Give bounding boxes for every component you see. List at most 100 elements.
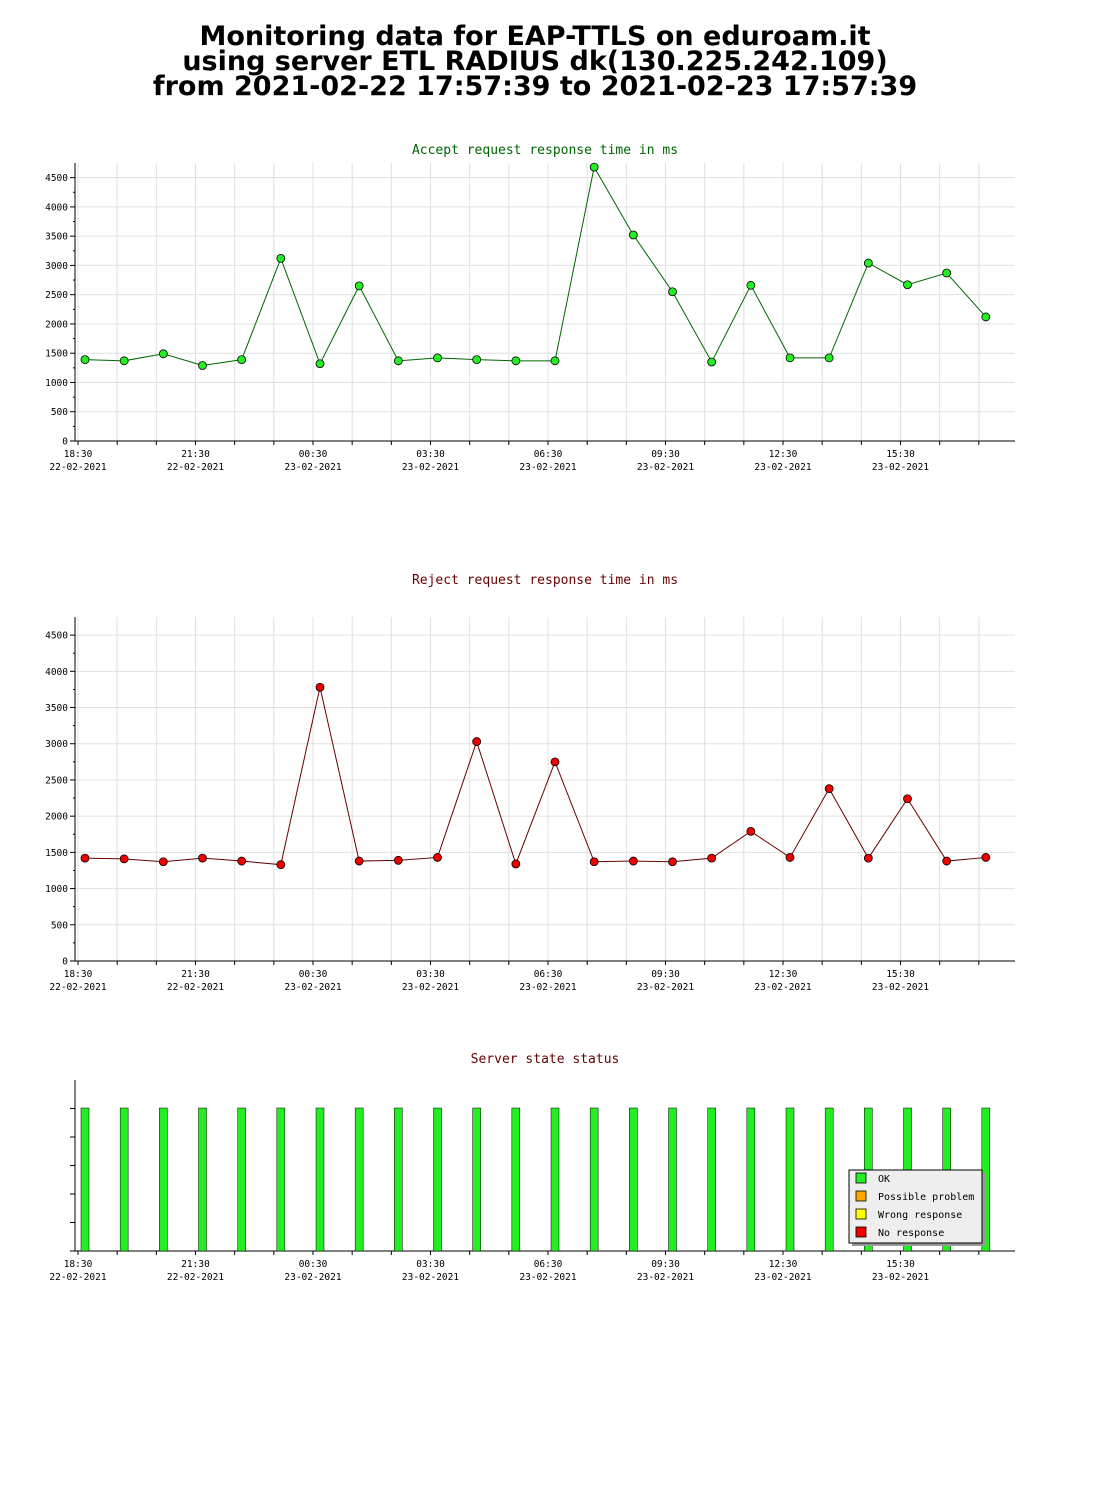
data-point: [863, 258, 873, 268]
data-point: [746, 280, 756, 290]
x-tick-time: 06:30: [534, 1259, 563, 1270]
x-tick-time: 09:30: [651, 969, 680, 980]
status-bar: [237, 1107, 246, 1252]
data-point: [511, 859, 521, 869]
legend-label: Wrong response: [878, 1210, 962, 1221]
data-point: [707, 357, 717, 367]
data-point: [550, 356, 560, 366]
y-tick-label: 1500: [45, 848, 68, 859]
data-point: [589, 162, 599, 172]
title-line-2: using server ETL RADIUS dk(130.225.242.1…: [182, 46, 888, 77]
x-tick-date: 23-02-2021: [402, 462, 459, 473]
x-tick-time: 15:30: [886, 449, 915, 460]
data-point: [746, 826, 756, 836]
data-point: [589, 857, 599, 867]
data-point: [119, 356, 129, 366]
data-point: [198, 853, 207, 863]
status-bar: [746, 1107, 756, 1252]
y-tick-label: 4500: [45, 173, 68, 184]
x-tick-time: 09:30: [651, 1259, 680, 1270]
data-point: [354, 281, 364, 291]
x-tick-date: 23-02-2021: [284, 982, 341, 993]
x-tick-time: 15:30: [886, 1259, 915, 1270]
x-tick-date: 22-02-2021: [49, 982, 106, 993]
x-tick-time: 21:30: [181, 449, 210, 460]
data-point: [158, 857, 168, 867]
x-tick-date: 23-02-2021: [402, 982, 459, 993]
data-point: [80, 853, 90, 863]
chart-title: Reject request response time in ms: [412, 573, 678, 588]
data-point: [276, 253, 286, 263]
y-tick-label: 500: [51, 407, 68, 418]
x-tick-date: 23-02-2021: [284, 462, 341, 473]
data-point: [472, 355, 482, 365]
data-point: [237, 355, 247, 365]
x-tick-time: 21:30: [181, 1259, 210, 1270]
y-tick-label: 1000: [45, 884, 68, 895]
series-line: [84, 165, 987, 367]
data-point: [981, 853, 991, 862]
x-tick-date: 23-02-2021: [637, 982, 694, 993]
x-tick-time: 18:30: [64, 449, 93, 460]
data-point: [863, 853, 873, 863]
status-bar: [198, 1107, 207, 1252]
data-point: [237, 856, 247, 866]
data-point: [433, 353, 442, 363]
x-tick-time: 12:30: [769, 449, 798, 460]
x-tick-date: 23-02-2021: [402, 1272, 459, 1283]
data-point: [824, 784, 834, 794]
status-bar: [119, 1107, 129, 1252]
y-tick-label: 0: [62, 957, 68, 968]
y-tick-label: 2500: [45, 290, 68, 301]
x-tick-time: 06:30: [534, 969, 563, 980]
status-bar: [629, 1107, 638, 1252]
x-tick-date: 23-02-2021: [754, 1272, 811, 1283]
data-point: [393, 356, 403, 366]
x-tick-date: 23-02-2021: [519, 462, 576, 473]
x-tick-date: 23-02-2021: [637, 1272, 694, 1283]
x-tick-time: 06:30: [534, 449, 563, 460]
data-point: [80, 355, 90, 365]
status-bar: [276, 1107, 286, 1252]
x-tick-time: 00:30: [299, 449, 328, 460]
y-tick-label: 3000: [45, 739, 68, 750]
y-tick-label: 500: [51, 920, 68, 931]
data-point: [550, 757, 560, 767]
y-tick-label: 0: [62, 437, 68, 448]
x-tick-date: 23-02-2021: [637, 462, 694, 473]
status-bar: [315, 1107, 325, 1252]
legend-label: OK: [878, 1174, 890, 1185]
data-point: [511, 356, 521, 366]
x-tick-date: 22-02-2021: [167, 982, 224, 993]
x-tick-date: 22-02-2021: [49, 462, 106, 473]
data-point: [628, 856, 638, 866]
data-point: [276, 860, 286, 870]
y-tick-label: 4000: [45, 202, 68, 213]
status-bar: [668, 1107, 677, 1252]
data-point: [354, 856, 364, 866]
x-tick-date: 23-02-2021: [519, 1272, 576, 1283]
data-point: [158, 349, 168, 359]
y-tick-label: 2000: [45, 812, 68, 823]
data-point: [824, 353, 834, 363]
x-tick-date: 23-02-2021: [284, 1272, 341, 1283]
data-point: [472, 737, 482, 746]
status-bar: [159, 1107, 168, 1252]
x-tick-time: 21:30: [181, 969, 210, 980]
y-tick-label: 4000: [45, 667, 68, 678]
status-bar: [433, 1107, 442, 1252]
x-tick-date: 23-02-2021: [519, 982, 576, 993]
data-point: [942, 268, 952, 278]
status-bar: [785, 1107, 795, 1252]
x-tick-date: 22-02-2021: [167, 462, 224, 473]
data-point: [628, 230, 638, 240]
x-tick-date: 22-02-2021: [49, 1272, 106, 1283]
data-point: [393, 855, 403, 865]
y-tick-label: 2500: [45, 775, 68, 786]
data-point: [119, 854, 129, 864]
data-point: [668, 857, 677, 867]
page-title: Monitoring data for EAP-TTLS on eduroam.…: [0, 23, 1070, 100]
x-tick-date: 23-02-2021: [754, 982, 811, 993]
x-tick-time: 15:30: [886, 969, 915, 980]
y-tick-label: 3500: [45, 232, 68, 243]
